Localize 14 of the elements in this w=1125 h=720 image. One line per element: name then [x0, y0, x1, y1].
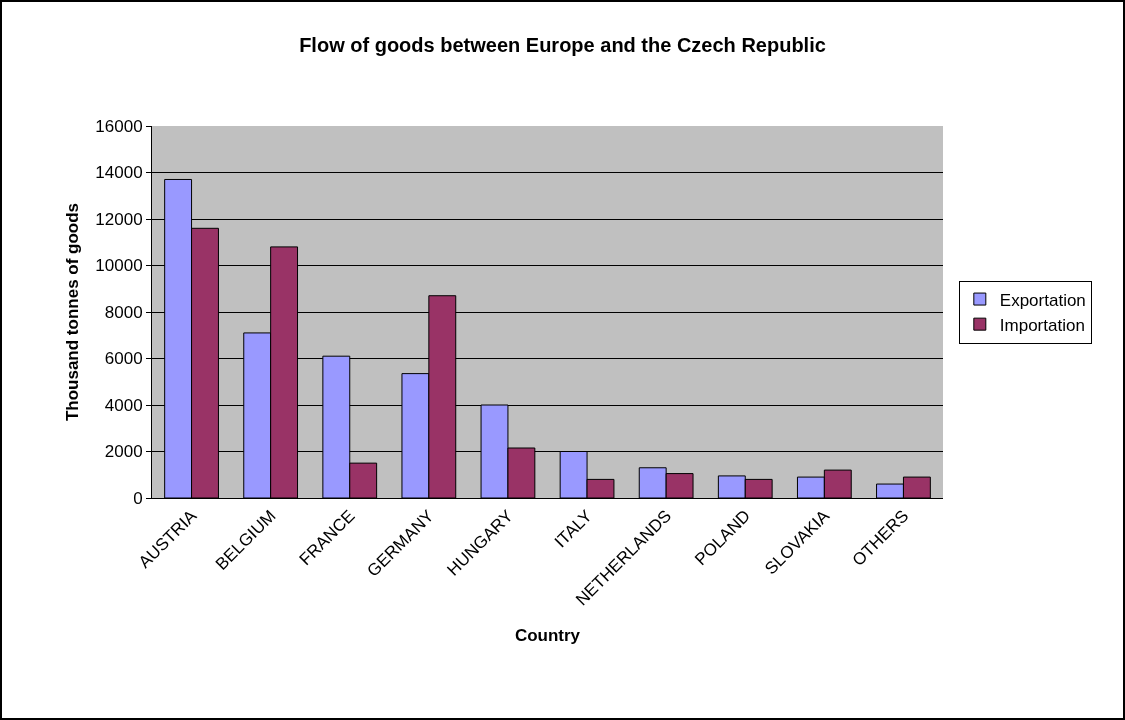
y-tick-label: 12000	[95, 209, 143, 229]
y-tick-label: 14000	[95, 163, 143, 183]
chart-title: Flow of goods between Europe and the Czech Republic	[299, 33, 826, 56]
legend-label: Importation	[999, 315, 1085, 335]
y-tick-label: 16000	[95, 116, 143, 136]
y-tick-label: 10000	[95, 256, 143, 276]
y-tick-label: 6000	[104, 349, 143, 369]
x-axis-title: Country	[514, 625, 581, 645]
y-tick-label: 8000	[104, 302, 143, 322]
y-tick-label: 4000	[104, 395, 143, 415]
y-tick-label: 0	[133, 488, 143, 508]
y-axis-title: Thousand tonnes of goods	[62, 202, 82, 422]
y-tick-label: 2000	[104, 442, 143, 462]
legend-label: Exportation	[999, 290, 1086, 310]
